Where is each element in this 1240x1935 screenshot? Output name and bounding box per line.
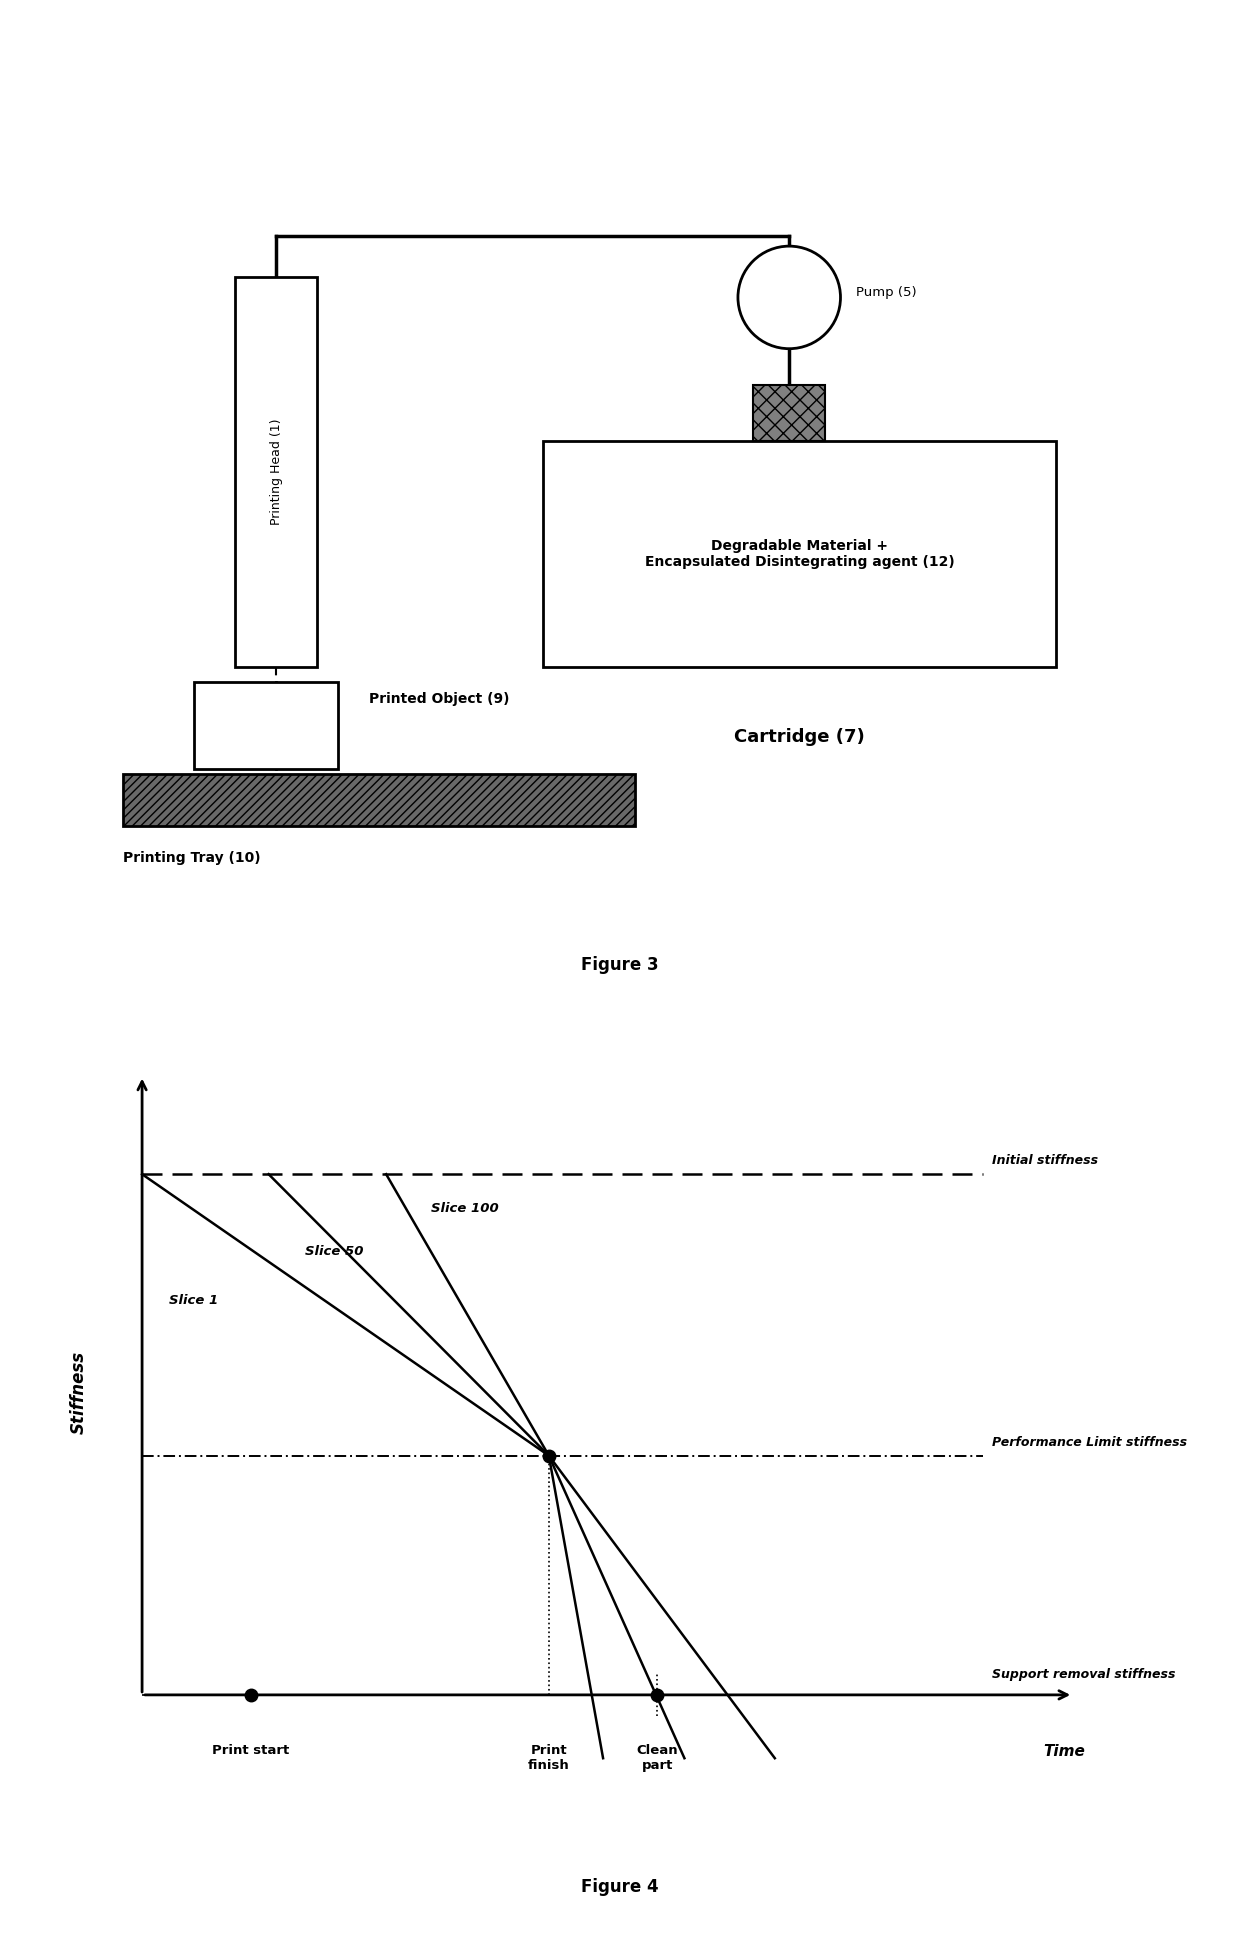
Text: Print start: Print start xyxy=(212,1743,289,1757)
Bar xyxy=(754,385,825,441)
Text: Printing Head (1): Printing Head (1) xyxy=(270,418,283,524)
Text: Stiffness: Stiffness xyxy=(69,1351,88,1434)
Text: Initial stiffness: Initial stiffness xyxy=(992,1153,1097,1167)
Bar xyxy=(195,681,339,768)
Text: Time: Time xyxy=(1043,1743,1085,1759)
Text: Pump (5): Pump (5) xyxy=(856,286,916,298)
Text: Printed Object (9): Printed Object (9) xyxy=(368,693,510,706)
Bar xyxy=(236,277,317,666)
Text: Slice 100: Slice 100 xyxy=(432,1202,498,1215)
Bar xyxy=(543,441,1055,666)
Text: Printing Tray (10): Printing Tray (10) xyxy=(123,851,260,865)
Text: Performance Limit stiffness: Performance Limit stiffness xyxy=(992,1436,1187,1449)
Circle shape xyxy=(738,246,841,348)
Text: Clean
part: Clean part xyxy=(636,1743,678,1772)
Text: Slice 50: Slice 50 xyxy=(305,1244,363,1258)
Text: Degradable Material +
Encapsulated Disintegrating agent (12): Degradable Material + Encapsulated Disin… xyxy=(645,538,955,569)
Text: Slice 1: Slice 1 xyxy=(169,1295,218,1306)
Text: Figure 4: Figure 4 xyxy=(582,1877,658,1896)
Text: Cartridge (7): Cartridge (7) xyxy=(734,728,864,747)
Bar xyxy=(123,774,635,826)
Text: Support removal stiffness: Support removal stiffness xyxy=(992,1668,1176,1682)
Text: Figure 3: Figure 3 xyxy=(582,956,658,975)
Text: Print
finish: Print finish xyxy=(528,1743,569,1772)
